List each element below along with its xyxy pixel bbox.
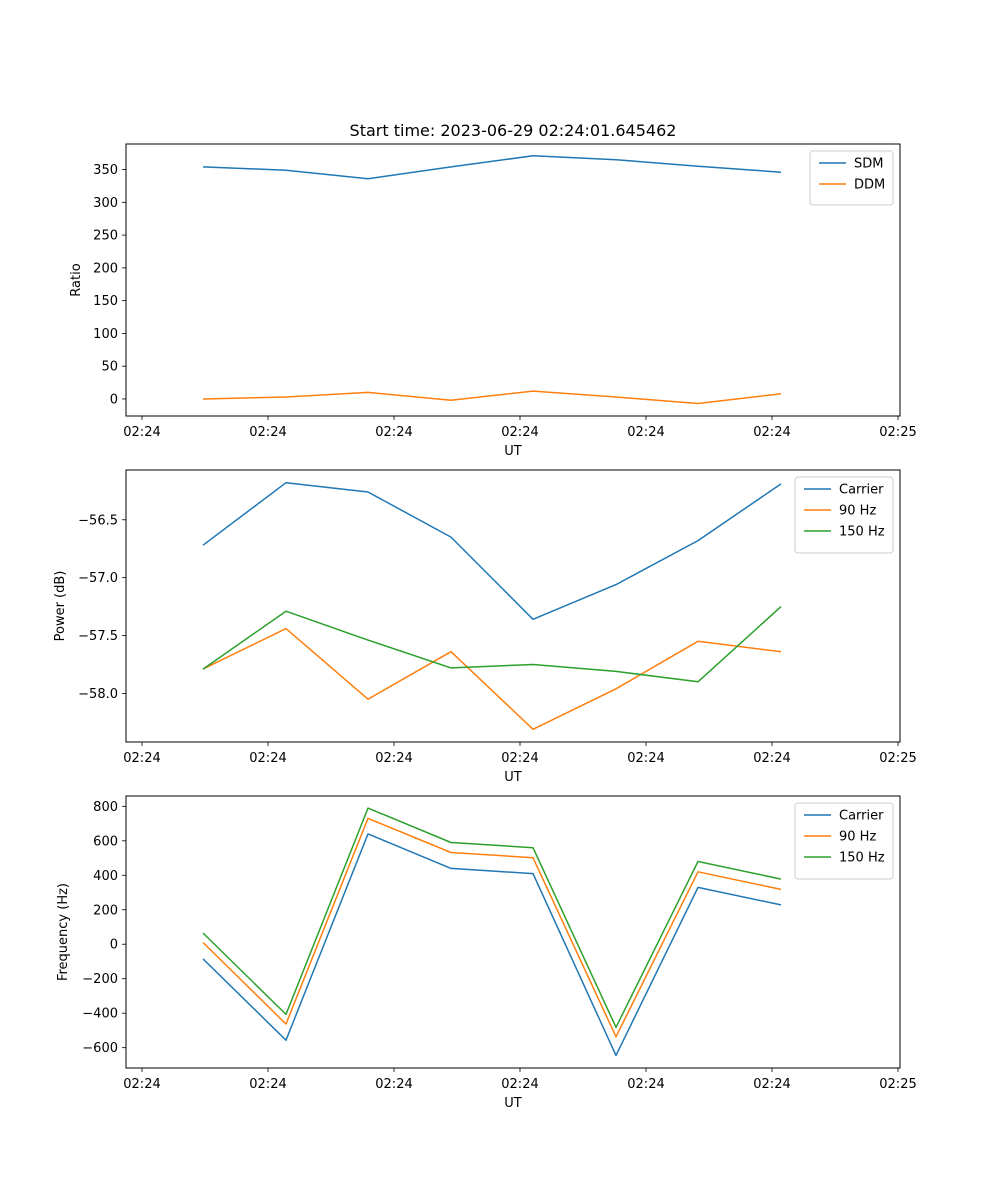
- series-line-ddm: [202, 390, 782, 405]
- series-line-sdm: [202, 155, 782, 180]
- y-tick-label: −56.5: [78, 513, 118, 528]
- legend-label: 150 Hz: [839, 525, 885, 540]
- x-axis-label: UT: [504, 770, 522, 785]
- x-tick-label: 02:24: [249, 751, 286, 766]
- legend-box: [794, 476, 894, 554]
- x-tick-label: 02:24: [375, 751, 412, 766]
- x-tick-label: 02:24: [375, 1077, 412, 1092]
- x-tick-label: 02:25: [879, 1077, 916, 1092]
- y-tick-label: 0: [110, 938, 118, 953]
- y-tick-label: −200: [82, 972, 118, 987]
- legend-label: 150 Hz: [839, 851, 885, 866]
- x-tick-label: 02:24: [123, 1077, 160, 1092]
- figure-title: Start time: 2023-06-29 02:24:01.645462: [350, 121, 677, 140]
- y-tick-label: 300: [93, 196, 118, 211]
- series-line-carrier: [202, 833, 782, 1057]
- y-tick-label: 0: [110, 392, 118, 407]
- x-tick-label: 02:24: [501, 425, 538, 440]
- legend: Carrier 90 Hz 150 Hz: [794, 802, 894, 880]
- legend-label: DDM: [854, 178, 885, 193]
- series-line-150-hz: [202, 807, 782, 1029]
- y-tick-label: 250: [93, 229, 118, 244]
- series-line-90-hz: [202, 627, 782, 731]
- legend-label: 90 Hz: [839, 504, 876, 519]
- x-tick-label: 02:24: [123, 751, 160, 766]
- x-axis-label: UT: [504, 444, 522, 459]
- legend: SDM DDM: [809, 150, 894, 206]
- y-axis-label: Frequency (Hz): [56, 883, 71, 981]
- y-tick-label: 400: [93, 869, 118, 884]
- y-tick-label: −600: [82, 1041, 118, 1056]
- chart-panel-3: 02:24 02:24 02:24 02:24 02:24 02:24 02:25 −600 −…: [56, 795, 917, 1111]
- y-tick-label: 50: [101, 360, 118, 375]
- y-tick-label: 800: [93, 800, 118, 815]
- legend-box: [794, 802, 894, 880]
- x-tick-label: 02:24: [249, 425, 286, 440]
- x-tick-label: 02:24: [123, 425, 160, 440]
- y-tick-label: 100: [93, 327, 118, 342]
- y-tick-label: −57.5: [78, 629, 118, 644]
- chart-panel-1: 02:24 02:24 02:24 02:24 02:24 02:24 02:25 0 50 10…: [69, 143, 917, 459]
- legend: Carrier 90 Hz 150 Hz: [794, 476, 894, 554]
- y-tick-label: 600: [93, 834, 118, 849]
- x-tick-label: 02:25: [879, 425, 916, 440]
- x-tick-label: 02:25: [879, 751, 916, 766]
- legend-label: 90 Hz: [839, 830, 876, 845]
- axes-frame: [125, 795, 901, 1069]
- chart-panel-2: 02:24 02:24 02:24 02:24 02:24 02:24 02:25 −58.0…: [53, 469, 917, 785]
- x-tick-label: 02:24: [501, 1077, 538, 1092]
- x-tick-label: 02:24: [753, 751, 790, 766]
- y-tick-label: 150: [93, 294, 118, 309]
- x-tick-label: 02:24: [501, 751, 538, 766]
- axes-frame: [125, 469, 901, 743]
- x-tick-label: 02:24: [627, 751, 664, 766]
- series-line-150-hz: [202, 606, 782, 683]
- x-tick-label: 02:24: [627, 1077, 664, 1092]
- x-tick-label: 02:24: [249, 1077, 286, 1092]
- y-tick-label: 200: [93, 261, 118, 276]
- x-tick-label: 02:24: [753, 425, 790, 440]
- series-line-90-hz: [202, 817, 782, 1038]
- x-tick-label: 02:24: [375, 425, 412, 440]
- x-axis-label: UT: [504, 1096, 522, 1111]
- y-tick-label: 200: [93, 903, 118, 918]
- y-axis-label: Ratio: [69, 263, 84, 296]
- legend-box: [809, 150, 894, 206]
- legend-label: Carrier: [839, 809, 884, 824]
- legend-label: SDM: [854, 157, 883, 172]
- legend-label: Carrier: [839, 483, 884, 498]
- x-tick-label: 02:24: [627, 425, 664, 440]
- y-tick-label: −58.0: [78, 687, 118, 702]
- y-tick-label: −400: [82, 1007, 118, 1022]
- axes-frame: [125, 143, 901, 417]
- y-tick-label: 350: [93, 163, 118, 178]
- x-tick-label: 02:24: [753, 1077, 790, 1092]
- series-line-carrier: [202, 481, 782, 621]
- y-axis-label: Power (dB): [53, 571, 68, 642]
- y-tick-label: −57.0: [78, 571, 118, 586]
